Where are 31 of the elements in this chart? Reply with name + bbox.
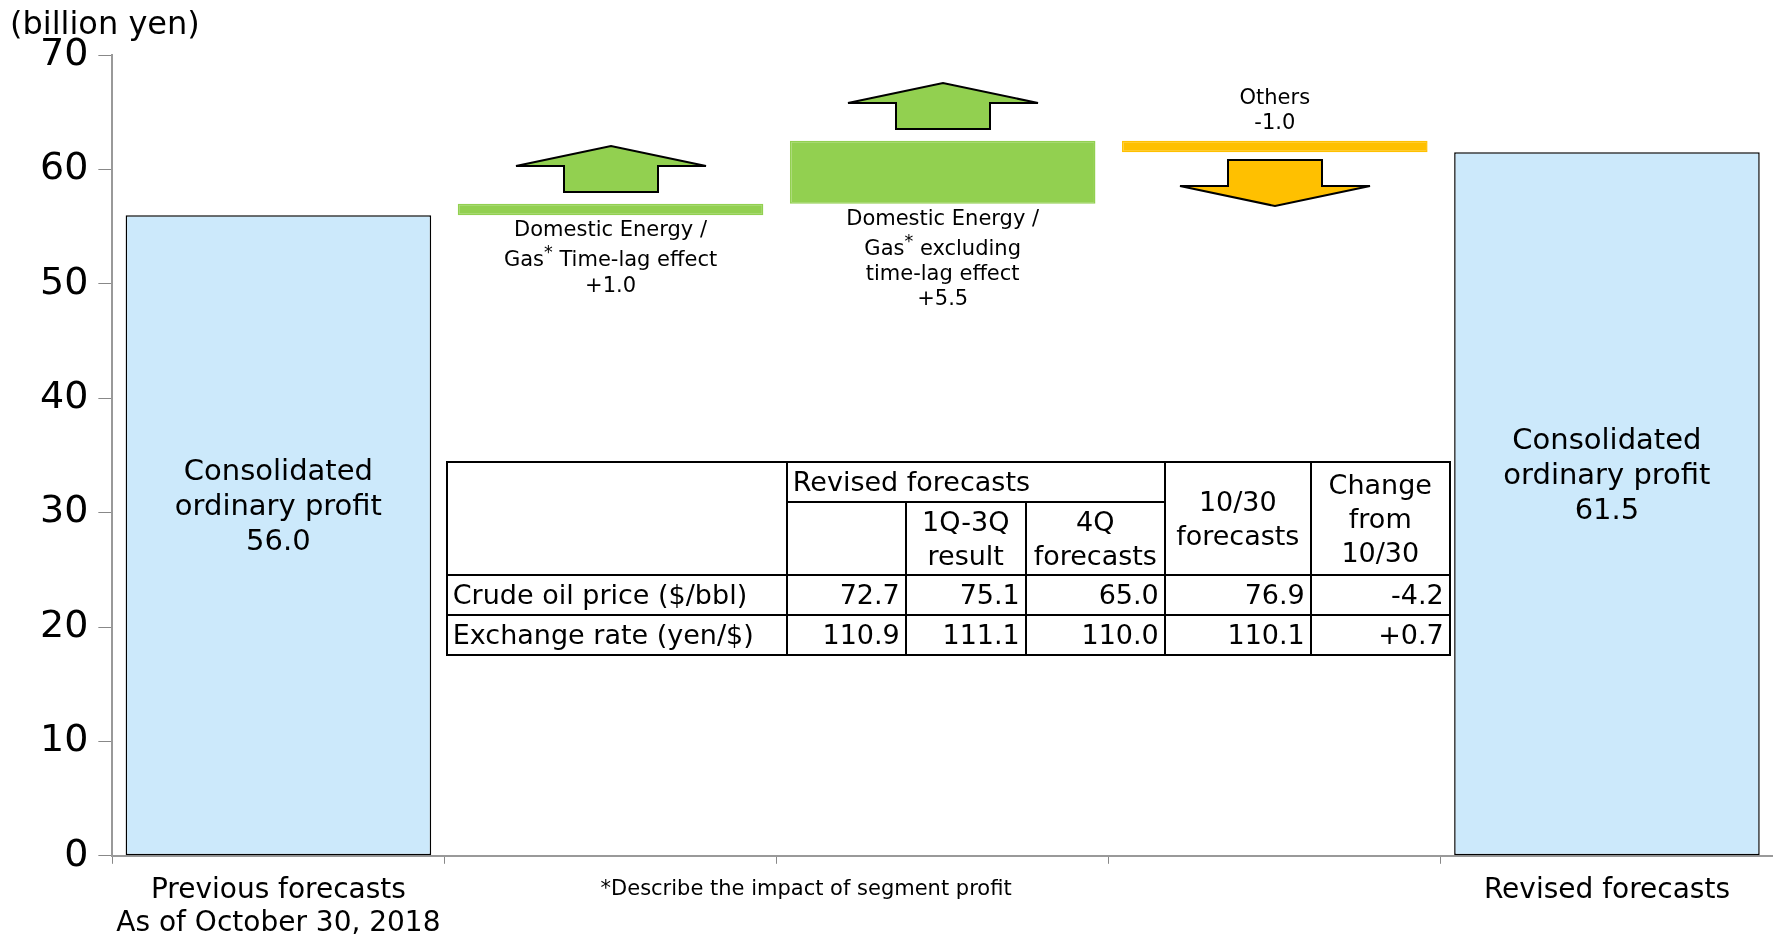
annotation: Exchange rate (yen/$) [446,615,787,655]
y-tick-label: 40 [39,373,89,418]
annotation: -4.2 [1310,575,1450,616]
y-tick-label: 0 [64,830,89,875]
y-tick-label: 30 [39,487,89,532]
y-tick-label: 60 [39,144,89,189]
annotation: 111.1 [905,615,1026,655]
annotation: 76.9 [1164,575,1311,616]
x-tick-label: Previous forecasts As of October 30, 2018 [116,871,441,939]
y-tick-label: 50 [39,258,89,303]
data-label: Consolidated ordinary profit 56.0 [174,453,382,558]
annotation: 4Q forecasts [1025,501,1165,576]
annotation: 110.9 [786,615,906,655]
y-tick-label: 10 [39,716,89,761]
data-label: Others -1.0 [1239,84,1311,136]
annotation: 110.0 [1025,615,1165,655]
annotation: 72.7 [786,575,906,616]
data-label: Consolidated ordinary profit 61.5 [1503,422,1711,527]
text: *Describe the impact of segment profit [600,875,1012,901]
annotation: +0.7 [1310,615,1450,655]
annotation: Change from 10/30 [1310,462,1450,576]
annotation: 110.1 [1164,615,1311,655]
annotation: 10/30 forecasts [1164,462,1311,576]
annotation: 1Q-3Q result [905,501,1026,576]
annotation: 75.1 [905,575,1026,616]
y-tick-label: 20 [39,601,89,646]
annotation: Revised forecasts [786,462,1165,502]
data-label: Domestic Energy / Gas$^{*}$ Time-lag effect +1.0 [503,217,718,298]
data-label: Domestic Energy / Gas$^{*}$ excluding time-lag effect +5.5 [846,205,1040,312]
annotation: Crude oil price ($/bbl) [446,575,787,616]
annotation: 65.0 [1025,575,1165,616]
